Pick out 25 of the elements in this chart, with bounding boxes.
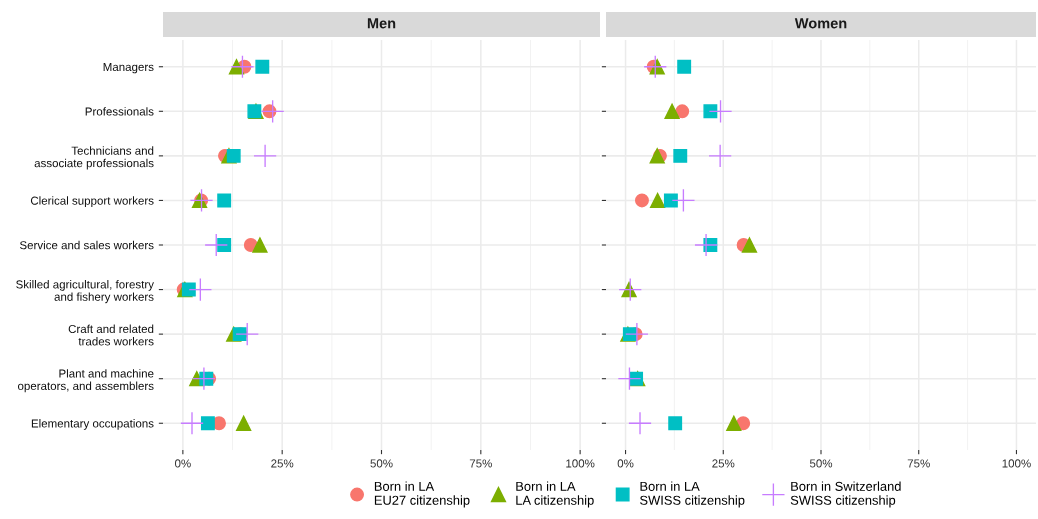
y-tick-label: Clerical support workers — [30, 196, 154, 207]
legend-label: Born in LA SWISS citizenship — [640, 481, 745, 508]
x-tick-label: 75% — [907, 459, 930, 468]
x-tick-label: 100% — [566, 459, 595, 468]
y-tick-label: Plant and machine operators, and assemblers — [17, 369, 154, 393]
x-tick-label: 25% — [712, 459, 735, 468]
y-tick-label: Craft and related trades workers — [68, 324, 154, 346]
y-tick-label: Technicians and associate professionals — [34, 146, 154, 170]
chart-title: Women — [794, 18, 847, 29]
legend-label: Born in LA EU27 citizenship — [374, 481, 470, 508]
y-tick-label: Professionals — [85, 107, 154, 116]
y-tick-label: Elementary occupations — [31, 419, 154, 430]
y-tick-label: Managers — [103, 62, 154, 74]
x-tick-label: 100% — [1002, 459, 1031, 468]
y-tick-label: Service and sales workers — [19, 240, 154, 250]
x-tick-label: 0% — [174, 459, 191, 468]
chart-title: Men — [367, 18, 396, 29]
legend-label: Born in Switzerland SWISS citizenship — [790, 481, 901, 508]
y-tick-label: Skilled agricultural, forestry and fishery workers — [16, 280, 154, 304]
x-tick-label: 50% — [370, 459, 393, 468]
legend-label: Born in LA LA citizenship — [516, 481, 594, 508]
x-tick-label: 75% — [469, 459, 492, 468]
x-tick-label: 50% — [809, 459, 833, 468]
x-tick-label: 0% — [617, 459, 634, 468]
x-tick-label: 25% — [271, 459, 294, 468]
